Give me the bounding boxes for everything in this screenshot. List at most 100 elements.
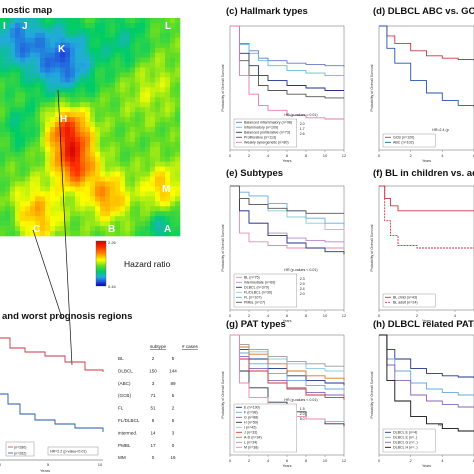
map-cell xyxy=(155,191,161,197)
map-cell xyxy=(20,221,26,227)
map-cell xyxy=(45,92,51,98)
map-cell xyxy=(100,92,106,98)
map-cell xyxy=(95,102,101,108)
map-cell xyxy=(85,77,91,83)
map-cell xyxy=(170,146,176,153)
map-cell xyxy=(145,112,151,118)
map-cell xyxy=(20,18,26,24)
map-cell xyxy=(145,97,151,103)
map-cell xyxy=(10,146,16,153)
map-cell xyxy=(155,67,161,73)
map-cell xyxy=(45,112,51,118)
map-cell xyxy=(80,226,86,232)
map-cell xyxy=(40,87,46,93)
map-cell xyxy=(95,221,101,227)
map-cell xyxy=(90,62,96,68)
map-cell xyxy=(20,176,26,182)
map-cell xyxy=(175,52,181,58)
map-cell xyxy=(65,47,71,53)
map-cell xyxy=(135,146,141,153)
map-cell xyxy=(95,196,101,202)
map-cell xyxy=(115,181,121,187)
map-cell xyxy=(20,226,26,232)
map-cell xyxy=(150,196,156,202)
map-cell xyxy=(55,67,61,73)
map-cell xyxy=(85,131,91,138)
x-tick-label: 0 xyxy=(0,462,2,467)
map-cell xyxy=(45,127,51,133)
map-cell xyxy=(90,122,96,128)
map-cell xyxy=(10,47,16,53)
map-cell xyxy=(60,77,66,83)
map-cell xyxy=(10,57,16,63)
map-cell xyxy=(115,122,121,128)
map-cell xyxy=(160,97,166,103)
map-cell xyxy=(50,201,56,207)
map-cell xyxy=(155,166,161,172)
map-cell xyxy=(10,211,16,217)
map-cell xyxy=(0,107,6,113)
map-cell xyxy=(5,42,11,49)
map-cell xyxy=(105,171,111,177)
map-cell xyxy=(155,176,161,182)
map-cell xyxy=(50,27,56,34)
map-cell xyxy=(85,32,91,39)
map-cell xyxy=(70,226,76,232)
map-cell xyxy=(0,62,6,68)
map-cell xyxy=(170,171,176,177)
map-cell xyxy=(70,166,76,172)
map-cell xyxy=(20,102,26,108)
map-cell xyxy=(100,151,106,158)
map-cell xyxy=(115,47,121,53)
map-cell xyxy=(100,186,106,192)
map-cell xyxy=(90,206,96,212)
map-cell xyxy=(115,176,121,182)
map-cell xyxy=(25,107,31,113)
map-cell xyxy=(0,221,6,227)
best-prognosis-curve xyxy=(0,337,104,372)
map-cell xyxy=(70,52,76,58)
map-cell xyxy=(90,52,96,58)
map-cell xyxy=(115,171,121,177)
map-cell xyxy=(55,57,61,63)
map-cell xyxy=(20,141,26,148)
map-cell xyxy=(115,226,121,232)
map-cell xyxy=(140,107,146,113)
map-cell xyxy=(170,141,176,148)
map-cell xyxy=(60,57,66,63)
map-cell xyxy=(45,176,51,182)
map-cell xyxy=(95,166,101,172)
map-cell xyxy=(140,156,146,162)
map-cell xyxy=(105,47,111,53)
map-cell xyxy=(70,211,76,217)
map-cell xyxy=(145,127,151,133)
map-cell xyxy=(70,191,76,197)
table-row-worst: 0 xyxy=(172,443,175,448)
map-cell xyxy=(50,62,56,68)
map-cell xyxy=(60,141,66,148)
map-cell xyxy=(120,42,126,49)
map-cell xyxy=(100,52,106,58)
map-cell xyxy=(30,226,36,232)
map-cell xyxy=(55,18,61,24)
map-cell xyxy=(5,22,11,29)
map-cell xyxy=(40,97,46,103)
survival-curve-e-2 xyxy=(230,185,345,255)
map-cell xyxy=(155,72,161,78)
map-cell xyxy=(95,131,101,138)
map-cell xyxy=(155,201,161,207)
map-cell xyxy=(110,122,116,128)
map-cell xyxy=(80,87,86,93)
map-cell xyxy=(0,122,6,128)
map-cell xyxy=(35,211,41,217)
map-cell xyxy=(55,171,61,177)
map-cell xyxy=(85,127,91,133)
map-region-label-l: L xyxy=(165,21,171,32)
map-cell xyxy=(20,42,26,49)
map-cell xyxy=(55,102,61,108)
map-cell xyxy=(150,22,156,29)
map-cell xyxy=(100,226,106,232)
map-cell xyxy=(135,42,141,49)
map-cell xyxy=(150,156,156,162)
map-cell xyxy=(55,196,61,202)
